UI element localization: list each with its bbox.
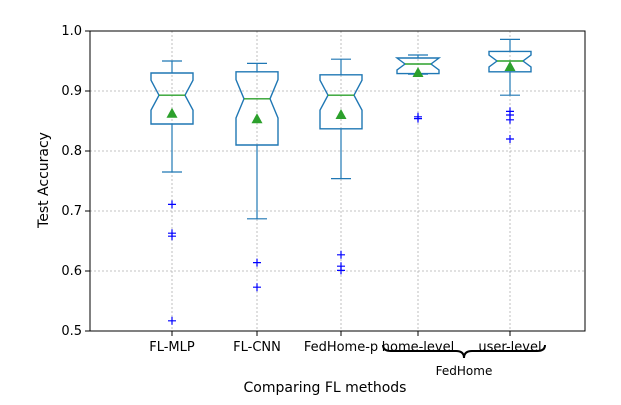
y-tick-label: 0.5	[61, 324, 82, 339]
outlier-point	[253, 283, 261, 292]
x-tick-label: FL-MLP	[149, 340, 195, 355]
x-tick-label: FedHome-p	[304, 340, 378, 355]
notched-box	[488, 50, 532, 73]
x-tick-label: user-level	[478, 340, 541, 355]
y-tick-label: 1.0	[61, 24, 82, 39]
y-tick-label: 0.7	[61, 204, 82, 219]
grid-lines	[90, 30, 585, 332]
fedhome-group-label: FedHome	[436, 364, 493, 378]
box-fedhome-p	[319, 58, 363, 275]
mean-marker	[504, 61, 516, 71]
mean-marker	[166, 107, 178, 118]
outlier-point	[168, 232, 176, 241]
y-tick-label: 0.6	[61, 264, 82, 279]
outlier-point	[506, 115, 514, 124]
x-tick-label: FL-CNN	[233, 340, 281, 355]
box-user-level	[488, 38, 532, 143]
outlier-point	[168, 200, 176, 209]
x-tick-label: home-level	[382, 340, 454, 355]
axes	[89, 30, 586, 332]
outlier-point	[253, 258, 261, 267]
y-axis-label: Test Accuracy	[36, 132, 52, 229]
y-tick-label: 0.9	[61, 84, 82, 99]
outlier-point	[414, 114, 422, 123]
fedhome-group-brace	[382, 344, 546, 359]
boxes	[150, 38, 532, 325]
ticks: 0.5 0.6 0.7 0.8 0.9 1.0 FL-MLP FL-CNN FedHome-p h…	[61, 24, 541, 355]
notched-box	[394, 57, 442, 75]
box-fl-mlp	[150, 60, 194, 325]
plot-frame	[89, 30, 586, 332]
notched-box	[319, 74, 363, 130]
x-axis-label: Comparing FL methods	[244, 380, 407, 396]
box-fl-cnn	[235, 62, 279, 292]
mean-marker	[412, 67, 424, 77]
outlier-point	[168, 316, 176, 325]
mean-marker	[251, 113, 263, 124]
y-tick-label: 0.8	[61, 144, 82, 159]
outlier-point	[337, 266, 345, 275]
notched-box	[150, 72, 194, 125]
box-home-level	[394, 54, 442, 123]
mean-marker	[335, 109, 347, 119]
outlier-point	[506, 135, 514, 143]
outlier-point	[337, 250, 345, 259]
notched-box	[235, 71, 279, 146]
